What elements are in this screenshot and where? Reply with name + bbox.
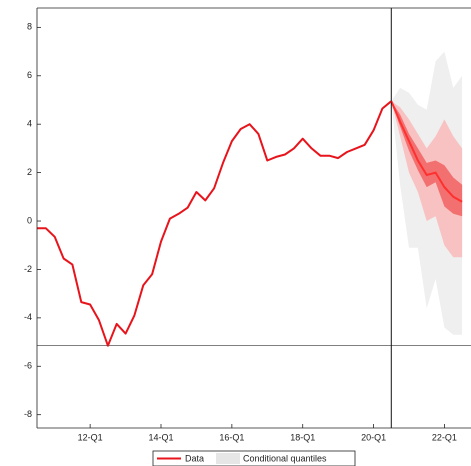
median-line (390, 100, 463, 203)
axes: -8 -6 -4 -2 0 2 4 6 8 12-Q1 14-Q1 16-Q1 18-Q1 20-Q1 22… (24, 7, 471, 442)
y-tick-label: -6 (24, 361, 32, 371)
legend-label: Conditional quantiles (243, 453, 327, 463)
y-tick-label: -4 (24, 312, 32, 322)
legend-label: Data (185, 453, 204, 463)
legend-patch (216, 453, 240, 464)
x-tick-label: 16-Q1 (219, 432, 244, 442)
legend-box (152, 450, 356, 466)
y-tick-label: 4 (27, 119, 32, 129)
y-tick-label: 2 (27, 167, 32, 177)
x-tick-label: 20-Q1 (361, 432, 386, 442)
x-tick-label: 22-Q1 (432, 432, 457, 442)
legend: Data Conditional quantiles (152, 450, 356, 466)
x-tick-label: 14-Q1 (148, 432, 173, 442)
data-line (37, 100, 392, 347)
y-tick-label: 0 (27, 215, 32, 225)
y-tick-label: -2 (24, 264, 32, 274)
x-tick-label: 12-Q1 (78, 432, 103, 442)
plot-area (37, 8, 471, 428)
y-tick-label: 8 (27, 22, 32, 32)
y-tick-label: 6 (27, 70, 32, 80)
x-tick-label: 18-Q1 (290, 432, 315, 442)
y-tick-label: -8 (24, 409, 32, 419)
